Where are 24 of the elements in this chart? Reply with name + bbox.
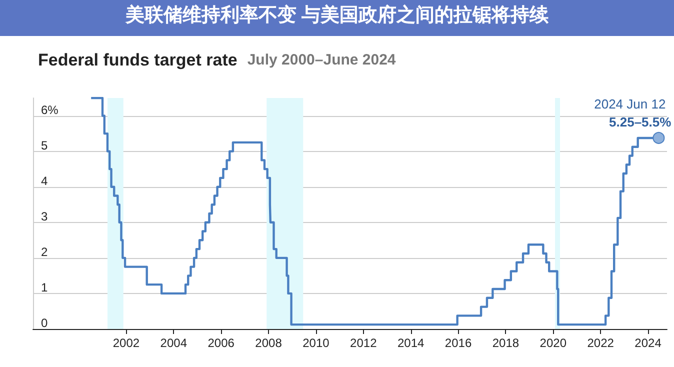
x-tick-label: 2008	[255, 336, 282, 350]
y-tick-label: 0	[41, 316, 48, 330]
x-tick-label: 2002	[112, 336, 140, 350]
x-tick-label: 2018	[492, 336, 520, 350]
x-tick-label: 2012	[350, 336, 378, 350]
annotation: 5.25–5.5%	[609, 114, 672, 130]
y-tick-label: 4	[41, 174, 48, 188]
x-tick-label: 2022	[587, 336, 614, 350]
x-tick-label: 2016	[444, 336, 472, 350]
chart-title: Federal funds target rate	[38, 50, 238, 70]
chart-subtitle: July 2000–June 2024	[247, 52, 396, 68]
y-tick-label: 2	[41, 244, 48, 259]
y-tick-label: 5	[41, 138, 48, 152]
x-tick-label: 2014	[397, 336, 425, 350]
x-tick-label: 2024	[634, 336, 662, 350]
y-tick-label: 3	[41, 209, 48, 224]
text: 美联储维持利率不变 与美国政府之间的拉锯将持续	[124, 4, 550, 26]
y-tick-label: 6%	[41, 102, 59, 117]
x-tick-label: 2004	[160, 336, 188, 350]
annotation: 2024 Jun 12	[594, 96, 666, 112]
x-tick-label: 2006	[208, 336, 235, 350]
x-tick-label: 2010	[302, 336, 330, 350]
x-tick-label: 2020	[540, 336, 567, 350]
y-tick-label: 1	[41, 280, 48, 294]
